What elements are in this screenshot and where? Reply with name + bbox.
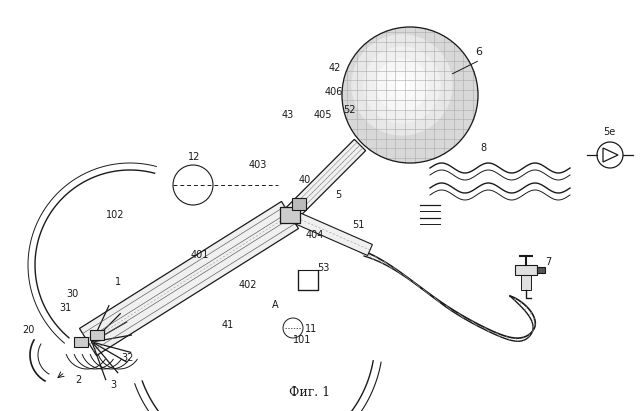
Circle shape (387, 70, 417, 100)
Text: 12: 12 (188, 152, 200, 162)
Text: 401: 401 (191, 250, 209, 260)
Text: 40: 40 (299, 175, 311, 185)
Text: 102: 102 (106, 210, 124, 220)
Text: 20: 20 (22, 325, 34, 335)
Text: 31: 31 (59, 303, 71, 313)
Text: 406: 406 (325, 87, 343, 97)
Bar (90, 330, 104, 340)
Circle shape (352, 35, 452, 135)
Circle shape (395, 78, 409, 92)
Text: 41: 41 (222, 320, 234, 330)
Circle shape (376, 59, 428, 111)
Polygon shape (284, 139, 365, 221)
Text: 11: 11 (305, 324, 317, 334)
Bar (537, 267, 545, 273)
Circle shape (364, 47, 440, 123)
Text: 2: 2 (75, 375, 81, 385)
Polygon shape (287, 210, 372, 256)
Text: A: A (272, 300, 278, 310)
Text: 30: 30 (66, 289, 78, 299)
Text: 402: 402 (239, 280, 257, 290)
Text: 5: 5 (335, 190, 341, 200)
Text: 404: 404 (306, 230, 324, 240)
Text: 101: 101 (293, 335, 311, 345)
Text: 7: 7 (545, 257, 551, 267)
Text: 3: 3 (110, 380, 116, 390)
Text: 51: 51 (352, 220, 364, 230)
Text: 8: 8 (480, 143, 486, 153)
Text: 405: 405 (314, 110, 332, 120)
Text: 42: 42 (329, 63, 341, 73)
Text: 52: 52 (343, 105, 355, 115)
Text: 32: 32 (122, 353, 134, 363)
Bar (521, 275, 531, 290)
Bar (515, 265, 537, 275)
Bar (280, 207, 300, 223)
Text: 1: 1 (115, 277, 121, 287)
Text: Фиг. 1: Фиг. 1 (289, 386, 331, 399)
Text: 403: 403 (249, 160, 267, 170)
Circle shape (342, 27, 478, 163)
Text: 43: 43 (282, 110, 294, 120)
Text: 53: 53 (317, 263, 329, 273)
Bar (292, 198, 306, 210)
Bar (74, 337, 88, 347)
Text: 6: 6 (475, 47, 482, 57)
Polygon shape (79, 201, 298, 356)
Text: 5e: 5e (603, 127, 615, 137)
